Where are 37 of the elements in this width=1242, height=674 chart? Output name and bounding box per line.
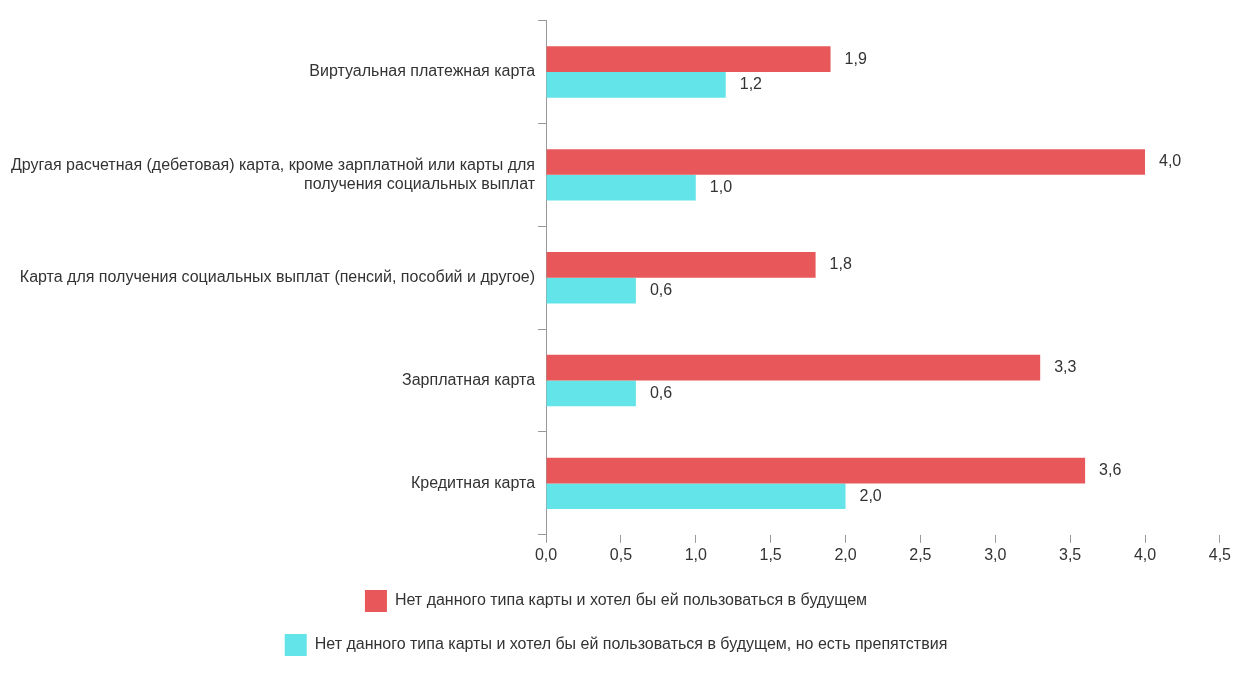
- data-label: 1,8: [829, 255, 852, 273]
- x-tick-label: 0,0: [534, 545, 558, 563]
- bar: [546, 46, 831, 73]
- bar: [546, 277, 636, 304]
- bar: [546, 483, 846, 510]
- x-tick-label: 1,0: [684, 545, 707, 563]
- x-tick-label: 0,5: [609, 545, 633, 563]
- bar: [546, 354, 1041, 381]
- bar: [546, 149, 1146, 175]
- x-tick-label: 3,0: [984, 545, 1007, 563]
- data-label: 4,0: [1159, 152, 1182, 170]
- bar: [546, 457, 1086, 484]
- data-label: 1,9: [844, 49, 867, 67]
- bar: [546, 72, 726, 98]
- legend-label: Нет данного типа карты и хотел бы ей пользоваться в будущем, но есть препятствия: [314, 635, 948, 653]
- y-tick-label: Зарплатная карта: [402, 370, 536, 388]
- bar: [546, 380, 636, 407]
- bar: [546, 251, 816, 278]
- y-tick-label: Кредитная карта: [410, 473, 536, 491]
- data-label: 2,0: [859, 486, 882, 504]
- data-label: 0,6: [649, 280, 673, 298]
- legend-label: Нет данного типа карты и хотел бы ей пользоваться в будущем: [394, 591, 868, 609]
- data-label: 1,0: [709, 178, 733, 196]
- x-tick-label: 2,0: [834, 545, 857, 563]
- data-label: 0,6: [649, 383, 673, 401]
- x-tick-label: 2,5: [909, 545, 932, 563]
- x-tick-label: 1,5: [759, 545, 782, 563]
- y-tick-label: Виртуальная платежная карта: [309, 62, 536, 80]
- y-tick-label: Другая расчетная (дебетовая) карта, кроме зарплатной или карты для получения социальных выплат: [10, 155, 536, 192]
- data-label: 3,3: [1054, 358, 1077, 376]
- y-tick-label: Карта для получения социальных выплат (пенсий, пособий и другое): [19, 268, 536, 286]
- data-label: 1,2: [739, 75, 763, 93]
- data-label: 3,6: [1099, 460, 1122, 478]
- x-tick-label: 3,5: [1059, 545, 1082, 563]
- x-tick-label: 4,5: [1208, 545, 1232, 563]
- bar: [546, 174, 696, 201]
- x-tick-label: 4,0: [1133, 545, 1157, 563]
